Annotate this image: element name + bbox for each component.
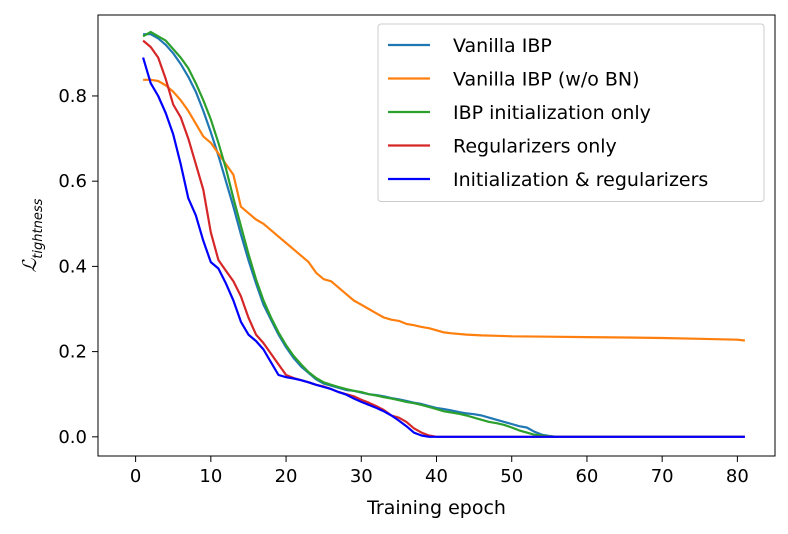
- y-tick-label: 0.8: [58, 86, 87, 107]
- legend-label: IBP initialization only: [453, 102, 651, 124]
- series-line-2: [143, 78, 746, 342]
- legend-item: Vanilla IBP (w/o BN): [388, 69, 640, 91]
- y-axis-ticks: 0.0 0.2 0.4 0.6 0.8: [58, 86, 98, 448]
- plot-lines: [142, 30, 746, 438]
- y-tick-label: 0.0: [58, 427, 87, 448]
- x-axis-ticks: 0 10 20 30 40 50 60 70 80: [130, 456, 749, 487]
- y-axis-label: ℒtightness: [19, 198, 46, 272]
- x-tick-label: 60: [575, 466, 598, 487]
- legend-label: Regularizers only: [453, 136, 617, 158]
- x-tick-label: 80: [726, 466, 749, 487]
- legend-item: Regularizers only: [388, 136, 617, 158]
- series-line-5: [142, 57, 745, 438]
- legend-label: Vanilla IBP: [453, 35, 552, 57]
- legend-item: Vanilla IBP: [388, 35, 552, 57]
- legend-item: Initialization & regularizers: [388, 169, 708, 191]
- x-tick-label: 0: [130, 466, 141, 487]
- x-tick-label: 50: [500, 466, 523, 487]
- x-tick-label: 40: [425, 466, 448, 487]
- legend-item: IBP initialization only: [388, 102, 651, 124]
- legend-label: Vanilla IBP (w/o BN): [453, 69, 640, 91]
- x-tick-label: 20: [275, 466, 298, 487]
- x-tick-label: 30: [350, 466, 373, 487]
- y-tick-label: 0.2: [58, 342, 87, 363]
- x-axis-label: Training epoch: [366, 497, 506, 519]
- y-tick-label: 0.6: [58, 171, 87, 192]
- legend-label: Initialization & regularizers: [453, 169, 708, 191]
- x-tick-label: 70: [651, 466, 674, 487]
- y-tick-label: 0.4: [58, 256, 87, 277]
- legend: Vanilla IBP Vanilla IBP (w/o BN) IBP initi…: [377, 23, 765, 202]
- legend-box: [377, 23, 765, 202]
- y-axis-label-main: ℒ: [19, 257, 41, 272]
- series-line-3: [142, 30, 745, 438]
- y-axis-label-subscript: tightness: [31, 198, 46, 258]
- x-tick-label: 10: [199, 466, 222, 487]
